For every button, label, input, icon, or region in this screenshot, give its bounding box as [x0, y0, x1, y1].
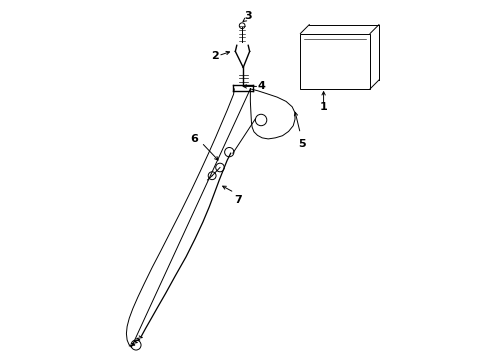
Bar [300, 33, 370, 89]
Text: 1: 1 [319, 102, 327, 112]
Text: 6: 6 [190, 134, 198, 144]
Text: 7: 7 [234, 195, 242, 204]
Text: 3: 3 [244, 12, 252, 21]
Text: 5: 5 [298, 139, 306, 149]
Text: 4: 4 [257, 81, 265, 91]
Text: 2: 2 [211, 51, 219, 61]
